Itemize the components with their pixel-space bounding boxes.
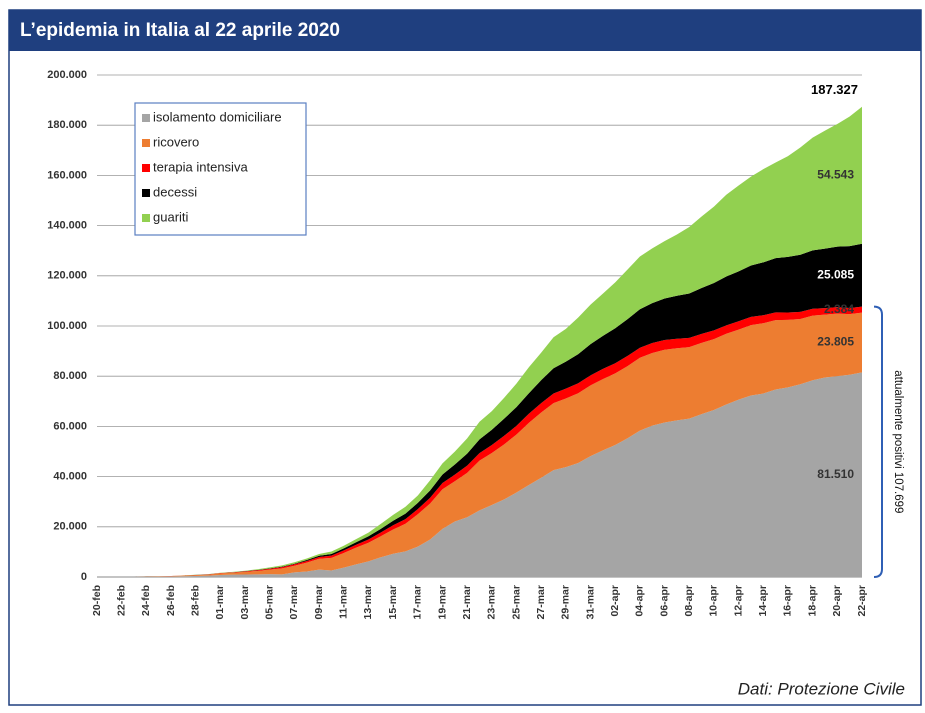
legend-swatch: [142, 189, 150, 197]
bracket: [873, 305, 883, 578]
area: [97, 372, 862, 577]
legend-label: isolamento domiciliare: [153, 109, 282, 124]
legend-label: terapia intensiva: [153, 159, 248, 174]
value-label: 2.384: [824, 302, 854, 316]
x-tick-label: 14-apr: [757, 585, 769, 617]
x-tick-label: 03-mar: [239, 585, 251, 619]
x-tick-label: 31-mar: [584, 585, 596, 619]
x-tick-label: 20-apr: [831, 585, 843, 617]
y-tick-label: 100.000: [47, 320, 87, 332]
x-tick-label: 17-mar: [412, 585, 424, 619]
x-tick-label: 07-mar: [288, 585, 300, 619]
x-tick-label: 18-apr: [806, 585, 818, 617]
x-tick-label: 11-mar: [338, 585, 350, 619]
legend-label: guariti: [153, 209, 189, 224]
y-tick-label: 80.000: [53, 370, 87, 382]
x-tick-label: 02-apr: [609, 585, 621, 617]
x-tick-label: 04-apr: [634, 585, 646, 617]
x-tick-label: 28-feb: [189, 585, 201, 616]
y-tick-label: 20.000: [53, 521, 87, 533]
y-tick-label: 120.000: [47, 270, 87, 282]
legend-label: decessi: [153, 184, 197, 199]
x-tick-label: 22-feb: [115, 585, 127, 616]
area: [97, 243, 862, 577]
value-label: 25.085: [817, 267, 854, 281]
x-tick-label: 08-apr: [683, 585, 695, 617]
legend-box: [134, 102, 307, 236]
x-tick-label: 12-apr: [732, 585, 744, 617]
y-tick-label: 160.000: [47, 169, 87, 181]
x-tick-label: 25-mar: [510, 585, 522, 619]
x-tick-label: 05-mar: [264, 585, 276, 619]
total-label: 187.327: [811, 82, 858, 97]
y-tick-label: 140.000: [47, 220, 87, 232]
x-tick-label: 26-feb: [165, 585, 177, 616]
value-label: 23.805: [817, 335, 854, 349]
y-tick-label: 40.000: [53, 471, 87, 483]
legend-swatch: [142, 139, 150, 147]
value-label: 54.543: [817, 167, 854, 181]
x-tick-label: 27-mar: [535, 585, 547, 619]
x-tick-label: 10-apr: [708, 585, 720, 617]
legend-label: ricovero: [153, 134, 199, 149]
x-tick-label: 09-mar: [313, 585, 325, 619]
x-tick-label: 15-mar: [387, 585, 399, 619]
y-tick-label: 60.000: [53, 420, 87, 432]
bracket-label: attualmente positivi 107.699: [892, 370, 904, 513]
legend-swatch: [142, 164, 150, 172]
x-tick-label: 20-feb: [91, 585, 103, 616]
chart-title: L’epidemia in Italia al 22 aprile 2020: [20, 20, 340, 41]
header-bar: [9, 10, 921, 51]
legend-swatch: [142, 214, 150, 222]
y-tick-label: 0: [81, 571, 87, 583]
value-label: 81.510: [817, 467, 854, 481]
x-tick-label: 22-apr: [856, 585, 868, 617]
x-tick-label: 06-apr: [658, 585, 670, 617]
x-tick-label: 01-mar: [214, 585, 226, 619]
y-tick-label: 200.000: [47, 69, 87, 81]
legend-swatch: [142, 114, 150, 122]
x-tick-label: 23-mar: [486, 585, 498, 619]
x-tick-label: 19-mar: [436, 585, 448, 619]
x-tick-label: 13-mar: [362, 585, 374, 619]
x-tick-label: 21-mar: [461, 585, 473, 619]
y-tick-label: 180.000: [47, 119, 87, 131]
x-tick-label: 16-apr: [782, 585, 794, 617]
x-tick-label: 29-mar: [560, 585, 572, 619]
x-tick-label: 24-feb: [140, 585, 152, 616]
source: Dati: Protezione Civile: [738, 679, 905, 698]
legend: isolamento domiciliare ricovero terapia in…: [134, 102, 307, 236]
area: [97, 312, 862, 577]
